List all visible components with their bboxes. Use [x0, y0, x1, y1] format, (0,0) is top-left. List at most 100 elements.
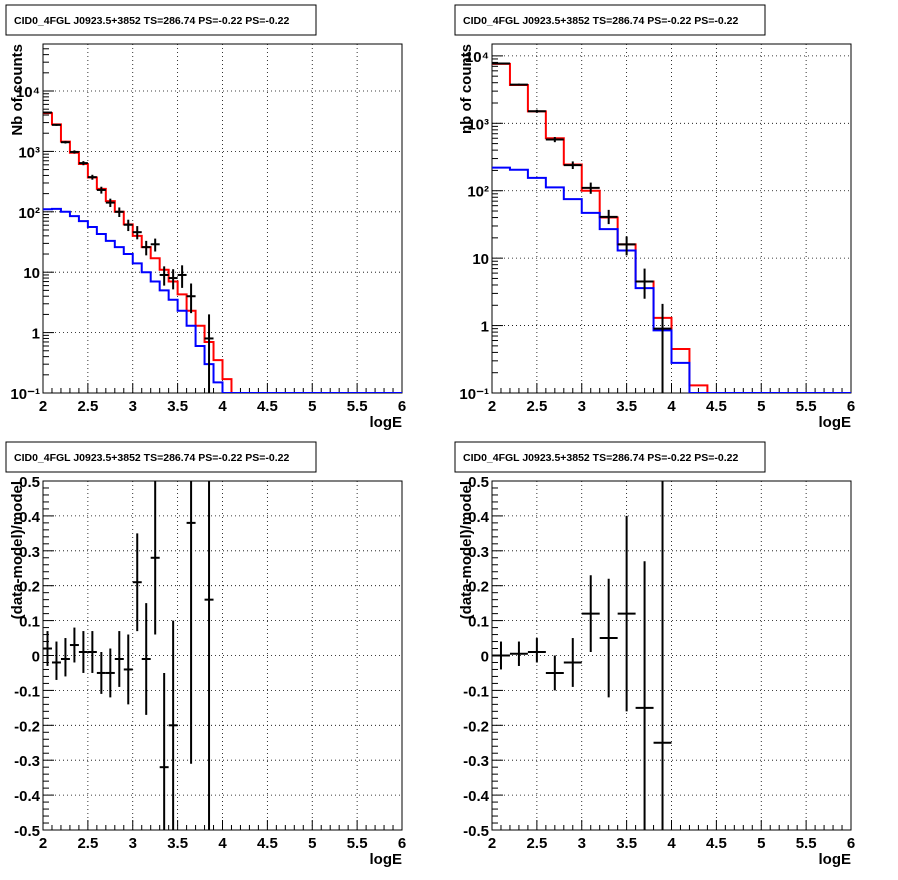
y-tick-label: 10: [23, 265, 40, 282]
data-point: [150, 238, 160, 252]
residual-points: [43, 481, 214, 830]
residual-point: [545, 655, 564, 691]
data-point: [599, 209, 618, 225]
data-point: [132, 226, 142, 240]
residual-point: [635, 561, 654, 830]
residual-point: [87, 631, 97, 673]
chart-title: CID0_4FGL J0923.5+3852 TS=286.74 PS=-0.2…: [463, 15, 738, 27]
x-ticks: [491, 383, 852, 393]
y-tick-label: 0.4: [19, 509, 41, 526]
pad-top-right: CID0_4FGL J0923.5+3852 TS=286.74 PS=-0.2…: [449, 0, 898, 437]
y-tick-label: 10⁻¹: [459, 386, 489, 403]
data-point: [527, 109, 546, 113]
y-tick-label: 10⁴: [16, 84, 40, 101]
residual-point: [60, 638, 70, 677]
residual-point: [43, 631, 52, 666]
chart-counts-right: CID0_4FGL J0923.5+3852 TS=286.74 PS=-0.2…: [454, 4, 855, 431]
y-tick-label: 10²: [18, 205, 40, 222]
chart-title: CID0_4FGL J0923.5+3852 TS=286.74 PS=-0.2…: [14, 452, 289, 464]
residual-point: [51, 641, 61, 680]
chart-title: CID0_4FGL J0923.5+3852 TS=286.74 PS=-0.2…: [14, 15, 289, 27]
x-tick-label: 5: [308, 398, 316, 415]
chart-title: CID0_4FGL J0923.5+3852 TS=286.74 PS=-0.2…: [463, 452, 738, 464]
x-tick-label: 2: [488, 398, 496, 415]
y-axis-label: (data-model)/model: [9, 481, 26, 619]
data-point: [105, 198, 115, 208]
y-axis-label: Nb of counts: [9, 44, 26, 136]
x-tick-label: 6: [398, 398, 406, 415]
data-point: [78, 161, 88, 166]
y-ticks: [43, 480, 54, 831]
data-point: [545, 137, 564, 143]
data-point: [563, 161, 582, 169]
y-tick-label: -0.2: [14, 718, 40, 735]
residual-point: [132, 533, 142, 632]
data-point: [617, 236, 636, 256]
residual-point: [617, 515, 636, 712]
residual-point: [141, 603, 151, 715]
chart-residuals-right: CID0_4FGL J0923.5+3852 TS=286.74 PS=-0.2…: [454, 441, 855, 868]
x-tick-label: 3: [578, 398, 586, 415]
x-tick-label: 3: [578, 835, 586, 852]
x-axis-label: logE: [819, 414, 852, 431]
y-ticks: [43, 43, 54, 394]
y-tick-label: 0.5: [468, 474, 489, 491]
y-tick-label: -0.1: [463, 683, 489, 700]
x-tick-label: 5: [757, 398, 765, 415]
residual-points: [492, 481, 672, 830]
x-tick-label: 2: [39, 835, 47, 852]
data-point: [204, 314, 214, 393]
y-tick-label: 0.3: [19, 544, 40, 561]
data-point: [177, 265, 187, 288]
x-tick-label: 5.5: [796, 398, 817, 415]
data-point: [123, 219, 133, 232]
residual-point: [69, 627, 79, 663]
y-tick-label: -0.5: [463, 823, 489, 840]
x-tick-label: 6: [398, 835, 406, 852]
data-point: [509, 83, 528, 86]
y-tick-label: 10³: [467, 116, 489, 133]
y-tick-label: 0.3: [468, 544, 489, 561]
x-tick-label: 3: [129, 398, 137, 415]
x-tick-label: 6: [847, 835, 855, 852]
title-box: [454, 441, 766, 473]
grid: [43, 481, 402, 830]
data-point: [653, 303, 672, 393]
x-tick-label: 2.5: [77, 835, 98, 852]
x-tick-label: 4: [667, 835, 676, 852]
residual-point: [159, 672, 169, 830]
x-tick-label: 3.5: [616, 835, 637, 852]
residual-point: [123, 634, 133, 705]
x-axis-label: logE: [819, 851, 852, 868]
x-tick-label: 2: [488, 835, 496, 852]
data-point: [581, 182, 600, 194]
x-tick-label: 4.5: [257, 835, 278, 852]
y-tick-label: 0: [32, 649, 40, 666]
y-ticks: [492, 480, 503, 831]
chart-residuals-left: CID0_4FGL J0923.5+3852 TS=286.74 PS=-0.2…: [5, 441, 406, 868]
x-tick-label: 3.5: [167, 835, 188, 852]
y-tick-label: 0.2: [19, 579, 40, 596]
data-point: [141, 240, 151, 256]
x-tick-label: 2: [39, 398, 47, 415]
residual-point: [653, 481, 672, 830]
x-ticks: [491, 820, 852, 830]
data-points: [43, 111, 214, 393]
y-tick-label: 0: [481, 649, 489, 666]
data-points: [492, 62, 672, 393]
residual-point: [105, 648, 115, 698]
residual-point: [492, 641, 510, 670]
y-tick-label: 0.5: [19, 474, 40, 491]
y-axis-label: nb of counts: [458, 44, 475, 134]
x-tick-label: 2.5: [526, 835, 547, 852]
model-total-histogram: [43, 112, 402, 393]
data-point: [114, 207, 124, 218]
x-tick-label: 5.5: [347, 835, 368, 852]
data-point: [186, 283, 196, 314]
title-box: [5, 4, 317, 36]
x-tick-label: 5: [308, 835, 316, 852]
y-tick-label: -0.4: [14, 788, 41, 805]
grid: [43, 44, 402, 393]
x-tick-label: 5.5: [796, 835, 817, 852]
title-box: [454, 4, 766, 36]
